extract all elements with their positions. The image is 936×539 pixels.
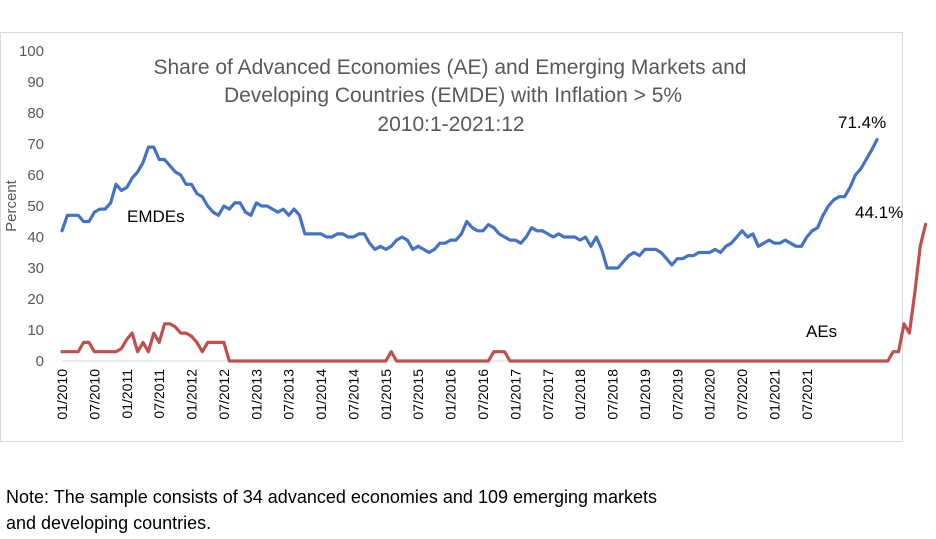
inflation-share-chart: Share of Advanced Economies (AE) and Eme… — [3, 43, 928, 420]
chart-title-line-2: Developing Countries (EMDE) with Inflati… — [224, 84, 682, 107]
x-tick-label: 07/2021 — [799, 369, 815, 420]
series-lines — [60, 138, 928, 363]
x-tick-label: 01/2014 — [313, 369, 329, 420]
chart-title-line-3: 2010:1-2021:12 — [377, 113, 524, 136]
x-tick-label: 07/2019 — [669, 369, 685, 420]
x-axis-ticks: 01/2010 07/2010 01/2011 07/2011 01/2012 07/20… — [54, 369, 815, 420]
chart-title: Share of Advanced Economies (AE) and Eme… — [154, 56, 747, 136]
series-line-emdes — [60, 138, 879, 270]
y-tick-label: 70 — [27, 136, 44, 153]
x-tick-label: 07/2014 — [345, 369, 361, 420]
chart-note: Note: The sample consists of 34 advanced… — [6, 484, 906, 536]
y-axis-ticks: 0 10 20 30 40 50 60 70 80 90 100 — [19, 43, 44, 370]
x-tick-label: 01/2021 — [766, 369, 782, 420]
x-tick-label: 07/2010 — [86, 369, 102, 420]
x-tick-label: 01/2015 — [378, 369, 394, 420]
series-label-aes: AEs — [806, 322, 837, 341]
x-tick-label: 01/2020 — [702, 369, 718, 420]
x-tick-label: 07/2018 — [605, 369, 621, 420]
x-tick-label: 01/2017 — [507, 369, 523, 420]
x-tick-label: 01/2013 — [248, 369, 264, 420]
note-line-2: and developing countries. — [6, 513, 212, 533]
x-tick-label: 07/2020 — [734, 369, 750, 420]
chart-frame — [0, 32, 903, 442]
emdes-end-value-label: 71.4% — [838, 113, 886, 132]
x-tick-label: 01/2016 — [443, 369, 459, 420]
x-tick-label: 07/2012 — [216, 369, 232, 420]
x-tick-label: 01/2011 — [119, 369, 135, 419]
y-tick-label: 30 — [27, 260, 44, 277]
x-tick-label: 07/2015 — [410, 369, 426, 420]
y-tick-label: 50 — [27, 198, 44, 215]
y-tick-label: 90 — [27, 74, 44, 91]
y-tick-label: 100 — [19, 43, 44, 60]
x-tick-label: 07/2011 — [151, 369, 167, 419]
aes-end-value-label: 44.1% — [855, 203, 903, 222]
x-tick-label: 07/2016 — [475, 369, 491, 420]
note-line-1: Note: The sample consists of 34 advanced… — [6, 487, 658, 507]
x-tick-label: 01/2019 — [637, 369, 653, 420]
series-line-aes — [60, 222, 928, 363]
y-tick-label: 40 — [27, 229, 44, 246]
y-tick-label: 60 — [27, 167, 44, 184]
x-tick-label: 07/2013 — [281, 369, 297, 420]
y-tick-label: 10 — [27, 322, 44, 339]
x-tick-label: 01/2010 — [54, 369, 70, 420]
y-tick-label: 80 — [27, 105, 44, 122]
y-axis-label: Percent — [3, 179, 20, 232]
y-tick-label: 0 — [36, 353, 44, 370]
x-tick-label: 07/2017 — [540, 369, 556, 420]
x-tick-label: 01/2012 — [184, 369, 200, 420]
series-label-emdes: EMDEs — [127, 207, 185, 226]
chart-title-line-1: Share of Advanced Economies (AE) and Eme… — [154, 56, 747, 79]
x-tick-label: 01/2018 — [572, 369, 588, 420]
y-tick-label: 20 — [27, 291, 44, 308]
